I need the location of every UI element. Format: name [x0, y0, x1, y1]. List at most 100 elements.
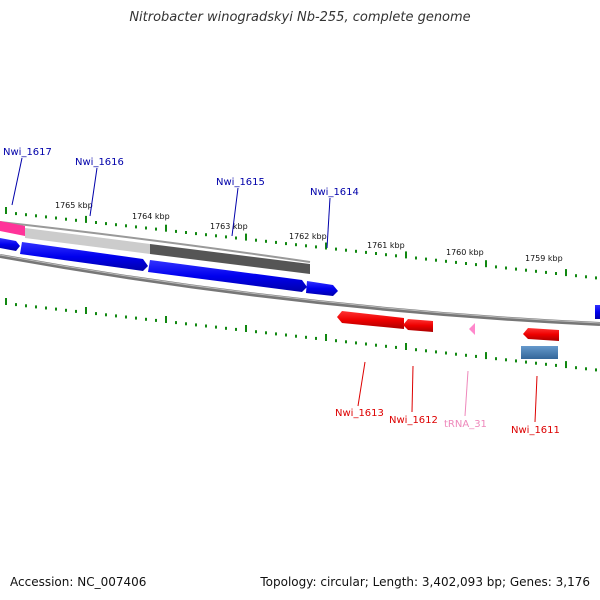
tick-mark — [5, 298, 7, 305]
trna-arrow — [469, 323, 475, 335]
leader-line — [411, 365, 414, 413]
map-title: Nitrobacter winogradskyi Nb-255, complet… — [129, 10, 471, 25]
tick-mark — [505, 358, 507, 362]
leader-line — [326, 197, 331, 249]
tick-mark — [225, 326, 227, 330]
tick-mark — [455, 352, 457, 356]
tick-mark — [145, 226, 147, 230]
leader-line — [464, 370, 469, 417]
leader-line — [534, 375, 538, 423]
tick-mark — [45, 306, 47, 310]
tick-mark — [85, 215, 87, 223]
tick-mark — [255, 238, 257, 242]
tick-mark — [115, 223, 117, 227]
tick-mark — [265, 239, 267, 243]
gene-arrow-blue — [306, 281, 338, 296]
tick-mark — [435, 350, 437, 354]
tick-mark — [295, 243, 297, 247]
tick-mark — [425, 349, 427, 353]
tick-mark — [515, 359, 517, 363]
gene-arrow-red — [523, 328, 559, 341]
tick-mark — [385, 344, 387, 348]
tick-mark — [245, 325, 247, 332]
tick-mark — [185, 322, 187, 326]
tick-marks — [5, 207, 597, 372]
tick-mark — [35, 305, 37, 309]
tick-mark — [535, 361, 537, 365]
tick-mark — [565, 269, 567, 277]
tick-mark — [205, 324, 207, 328]
tick-mark — [475, 354, 477, 358]
accession-text: Accession: NC_007406 — [10, 575, 147, 589]
tick-mark — [555, 363, 557, 367]
tick-mark — [565, 361, 567, 369]
tick-mark — [215, 325, 217, 329]
tick-mark — [355, 341, 357, 345]
gene-label: tRNA_31 — [444, 419, 487, 430]
tick-mark — [95, 221, 97, 224]
tick-mark — [585, 367, 587, 371]
gene-arrow-blue-edge — [595, 305, 600, 319]
kbp-label: 1765 kbp — [55, 201, 93, 210]
gene-label: Nwi_1612 — [389, 415, 438, 426]
tick-mark — [395, 254, 397, 258]
tick-mark — [25, 304, 27, 308]
tick-mark — [465, 262, 467, 265]
tick-mark — [65, 308, 67, 312]
tick-mark — [285, 333, 287, 337]
tick-mark — [5, 207, 7, 214]
tick-mark — [535, 269, 537, 273]
gene-label-group: Nwi_1617 Nwi_1616 Nwi_1615 Nwi_1614 — [3, 147, 359, 249]
tick-mark — [425, 257, 427, 261]
tick-mark — [545, 270, 547, 274]
pink-feature — [0, 221, 25, 236]
tick-mark — [475, 263, 477, 267]
gene-label: Nwi_1614 — [310, 187, 359, 198]
tick-mark — [65, 217, 67, 221]
tick-mark — [165, 224, 167, 232]
tick-mark — [105, 313, 107, 317]
tick-mark — [285, 242, 287, 246]
gene-label: Nwi_1615 — [216, 177, 265, 188]
tick-mark — [585, 275, 587, 279]
tick-mark — [595, 368, 597, 372]
tick-mark — [415, 348, 417, 352]
tick-mark — [15, 303, 17, 307]
tick-mark — [595, 276, 597, 280]
tick-mark — [135, 225, 137, 229]
outer-backbone-dark — [150, 244, 310, 274]
gene-arrow-red — [403, 319, 433, 332]
tick-mark — [115, 314, 117, 318]
gene-arrow-blue — [0, 238, 20, 251]
tick-mark — [525, 360, 527, 364]
tick-mark — [465, 353, 467, 357]
tick-mark — [575, 366, 577, 370]
tick-mark — [235, 327, 237, 331]
tick-mark — [215, 234, 217, 238]
tick-mark — [315, 245, 317, 249]
tick-mark — [45, 215, 47, 219]
tick-mark — [505, 266, 507, 270]
tick-mark — [295, 334, 297, 338]
tick-mark — [445, 351, 447, 355]
tick-mark — [525, 268, 527, 272]
tick-mark — [415, 256, 417, 260]
gene-arrow-blue — [148, 260, 307, 292]
tick-mark — [455, 260, 457, 264]
tick-mark — [255, 330, 257, 334]
tick-mark — [75, 309, 77, 313]
gene-label: Nwi_1616 — [75, 157, 124, 168]
tick-mark — [175, 321, 177, 325]
tick-mark — [205, 233, 207, 237]
leader-line — [89, 167, 98, 217]
kbp-label: 1764 kbp — [132, 212, 170, 221]
kbp-label: 1763 kbp — [210, 222, 248, 231]
tick-mark — [375, 252, 377, 255]
tick-mark — [385, 253, 387, 257]
tick-mark — [405, 343, 407, 350]
tick-mark — [485, 260, 487, 268]
gene-arrow-blue — [20, 242, 148, 271]
tick-mark — [325, 242, 327, 250]
gene-label: Nwi_1617 — [3, 147, 52, 158]
tick-mark — [395, 345, 397, 349]
